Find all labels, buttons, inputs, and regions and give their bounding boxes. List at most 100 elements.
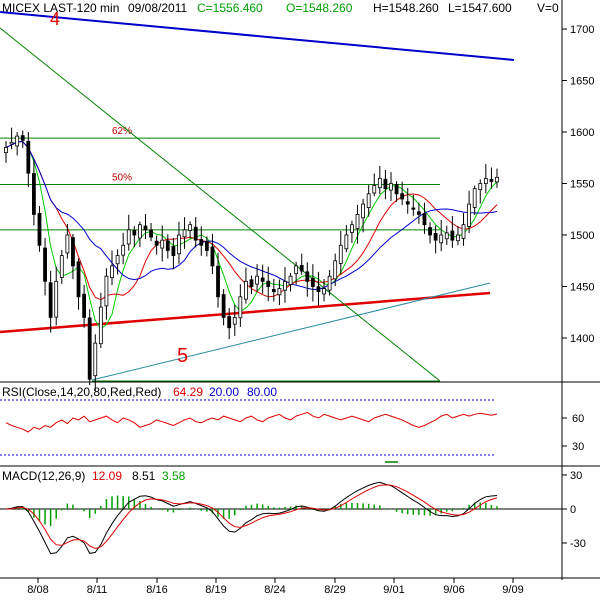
teal-support-trendline xyxy=(91,282,491,381)
candle-body xyxy=(271,289,276,293)
upper-blue-trendline xyxy=(0,11,515,61)
candle-body xyxy=(283,280,287,291)
header-date: 09/08/2011 xyxy=(128,1,187,15)
price-panel xyxy=(0,0,562,382)
candle-body xyxy=(43,247,47,282)
moving-average-line xyxy=(5,140,498,291)
rsi-tick-label: 30 xyxy=(572,441,584,453)
green-diagonal-line xyxy=(0,27,441,382)
fib-level-label: 50% xyxy=(112,173,132,184)
candle-body xyxy=(405,201,410,205)
candle-body xyxy=(182,229,187,238)
candle-body xyxy=(154,240,159,246)
candle-body xyxy=(338,244,343,264)
candle-body xyxy=(227,316,232,329)
candle-body xyxy=(149,229,153,238)
candle-body xyxy=(31,173,36,215)
candle-body xyxy=(294,265,299,275)
candle-body xyxy=(277,288,282,296)
candle-body xyxy=(461,224,466,239)
candle-body xyxy=(467,203,472,227)
macd-histogram-bars xyxy=(10,495,498,527)
candle-body xyxy=(20,135,25,141)
header-volume: V=0 xyxy=(537,1,559,15)
price-tick-label: 1700 xyxy=(570,24,594,36)
candle-body xyxy=(177,234,181,255)
candle-body xyxy=(65,234,70,254)
macd-value: 12.09 xyxy=(92,469,122,483)
candle-body xyxy=(478,183,483,191)
header-close: C=1556.460 xyxy=(197,1,263,15)
candle-body xyxy=(160,239,165,249)
candle-body xyxy=(138,224,142,239)
candle-body xyxy=(193,226,198,241)
candle-body xyxy=(87,317,92,380)
x-tick-label: 8/11 xyxy=(87,584,108,596)
price-tick-label: 1500 xyxy=(570,230,594,242)
candle-body xyxy=(199,239,204,246)
date-x-axis: 8/08 8/11 8/16 8/19 8/24 8/29 9/01 9/06 9/09 xyxy=(27,578,524,596)
macd-tick-label: 30 xyxy=(570,470,582,482)
candle-body xyxy=(456,234,460,242)
header-open: O=1548.260 xyxy=(286,1,353,15)
x-tick-label: 8/29 xyxy=(324,584,345,596)
header-low: L=1547.600 xyxy=(448,1,512,15)
rsi-upper: 80.00 xyxy=(247,385,277,399)
candle-body xyxy=(288,275,293,285)
candle-body xyxy=(255,275,259,285)
candle-body xyxy=(93,342,98,377)
price-tick-label: 1650 xyxy=(570,76,594,88)
candle-body xyxy=(59,255,64,278)
candle-body xyxy=(115,255,120,265)
candle-body xyxy=(110,265,114,279)
candle-body xyxy=(216,265,220,298)
candle-body xyxy=(121,244,126,256)
candle-body xyxy=(15,135,20,147)
rsi-lower: 20.00 xyxy=(209,385,239,399)
x-tick-label: 9/01 xyxy=(383,584,404,596)
candle-body xyxy=(450,230,455,241)
rsi-y-axis: 30 60 xyxy=(562,413,584,453)
candle-body xyxy=(377,177,382,189)
candle-body xyxy=(249,279,254,287)
macd-histogram: 3.58 xyxy=(162,469,186,483)
candle-body xyxy=(238,296,243,319)
candle-body xyxy=(76,261,81,298)
candle-body xyxy=(428,227,432,236)
candle-body xyxy=(126,229,131,245)
x-tick-label: 8/08 xyxy=(27,584,48,596)
candle-body xyxy=(266,280,271,287)
candle-body xyxy=(416,211,421,215)
candle-body xyxy=(422,213,427,226)
x-tick-label: 9/06 xyxy=(443,584,464,596)
candle-body xyxy=(389,183,393,191)
price-tick-label: 1550 xyxy=(570,179,594,191)
candle-body xyxy=(444,232,449,240)
candle-body xyxy=(366,193,371,208)
candle-body xyxy=(54,280,59,318)
candle-body xyxy=(221,294,226,318)
candle-body xyxy=(372,185,377,194)
candle-body xyxy=(299,265,304,272)
candle-body xyxy=(4,147,8,153)
candle-body xyxy=(165,240,170,251)
candle-body xyxy=(327,275,332,291)
candle-body xyxy=(355,213,360,230)
macd-signal-line xyxy=(5,484,498,550)
candle-body xyxy=(350,224,354,233)
candle-body xyxy=(26,140,31,174)
candle-body xyxy=(495,176,499,183)
rsi-value: 64.29 xyxy=(173,385,203,399)
candle-body xyxy=(305,271,310,282)
candle-body xyxy=(483,177,488,185)
price-tick-label: 1600 xyxy=(570,127,594,139)
candle-body xyxy=(322,288,326,295)
fib-level-label: 62% xyxy=(112,126,132,137)
candle-body xyxy=(400,193,405,200)
candle-body xyxy=(171,246,176,257)
candle-body xyxy=(489,179,494,182)
candle-body xyxy=(132,230,137,236)
x-tick-label: 8/16 xyxy=(146,584,167,596)
candle-body xyxy=(361,203,365,219)
